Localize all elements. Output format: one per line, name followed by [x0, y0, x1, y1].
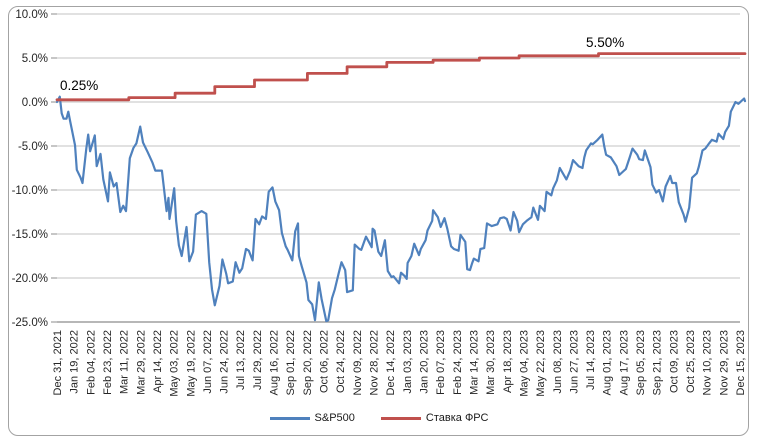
rate-annotation: 0.25%: [60, 78, 98, 93]
x-axis-tick-label: Sep 05, 2023: [635, 330, 647, 395]
y-axis-tick-label: -10.0%: [12, 185, 48, 197]
x-axis-tick-label: May 04, 2023: [518, 330, 530, 397]
y-axis-tick-label: -20.0%: [12, 273, 48, 285]
x-axis-tick-label: Mar 30, 2023: [485, 330, 497, 395]
x-axis-tick-label: Jul 13, 2022: [235, 330, 247, 390]
chart-border: [8, 6, 749, 436]
x-axis-tick-label: Jun 24, 2022: [219, 330, 231, 394]
y-axis-tick-label: 0.0%: [22, 97, 48, 109]
x-axis-tick-label: May 19, 2022: [185, 330, 197, 397]
legend-label: S&P500: [314, 412, 355, 424]
legend-item-sp500: S&P500: [269, 411, 355, 425]
x-axis-tick-label: Oct 09, 2023: [668, 330, 680, 393]
chart-legend: S&P500 Ставка ФРС: [0, 411, 758, 425]
x-axis-tick-label: Jun 08, 2023: [552, 330, 564, 394]
x-axis-tick-label: Feb 23, 2022: [102, 330, 114, 395]
legend-label: Ставка ФРС: [425, 412, 489, 424]
x-axis-tick-label: Aug 16, 2022: [269, 330, 281, 395]
x-axis-tick-label: Dec 14, 2022: [385, 330, 397, 395]
x-axis-tick-label: Dec 15, 2023: [735, 330, 747, 395]
x-axis-tick-label: Feb 24, 2023: [452, 330, 464, 395]
rate-annotation: 5.50%: [586, 35, 624, 50]
x-axis-tick-label: Sep 20, 2022: [302, 330, 314, 395]
x-axis-tick-label: Oct 06, 2022: [319, 330, 331, 393]
x-axis-tick-label: Jun 07, 2022: [202, 330, 214, 394]
x-axis-tick-label: Sep 01, 2022: [285, 330, 297, 395]
x-axis-tick-label: Apr 14, 2022: [152, 330, 164, 393]
x-axis-tick-label: Aug 17, 2023: [618, 330, 630, 395]
x-axis-tick-label: Mar 29, 2022: [135, 330, 147, 395]
x-axis-tick-label: Mar 11, 2022: [119, 330, 131, 394]
x-axis-tick-label: Apr 18, 2023: [502, 330, 514, 393]
x-axis-tick-label: Jul 29, 2022: [252, 330, 264, 390]
y-axis-tick-label: 5.0%: [22, 53, 48, 65]
x-axis-tick-label: Jun 27, 2023: [568, 330, 580, 394]
x-axis-tick-label: May 22, 2023: [535, 330, 547, 397]
y-axis-tick-label: 10.0%: [15, 9, 48, 21]
x-axis-tick-label: Nov 10, 2023: [702, 330, 714, 395]
x-axis-tick-label: Mar 14, 2023: [468, 330, 480, 395]
x-axis-tick-label: Oct 24, 2022: [335, 330, 347, 393]
x-axis-tick-label: Jan 03, 2023: [402, 330, 414, 394]
fed-rate-step-series: [55, 52, 747, 102]
x-axis-tick-label: Oct 25, 2023: [685, 330, 697, 393]
x-axis-tick-label: Nov 28, 2022: [369, 330, 381, 395]
y-axis-tick-label: -25.0%: [12, 317, 48, 329]
sp500-line-series: [55, 95, 747, 323]
x-axis-tick-label: Feb 07, 2023: [435, 330, 447, 395]
x-axis-tick-label: Jul 14, 2023: [585, 330, 597, 390]
x-axis-tick-label: Sep 21, 2023: [652, 330, 664, 395]
x-axis-tick-label: Jan 19, 2022: [69, 330, 81, 394]
y-axis-tick-label: -5.0%: [18, 141, 48, 153]
legend-line-swatch: [380, 416, 421, 420]
legend-item-fed-rate: Ставка ФРС: [380, 411, 489, 425]
x-axis-tick-label: Jan 20, 2023: [418, 330, 430, 394]
y-axis-tick-label: -15.0%: [12, 229, 48, 241]
x-axis-tick-label: Nov 29, 2023: [718, 330, 730, 395]
x-axis-tick-label: May 03, 2022: [169, 330, 181, 397]
x-axis-tick-label: Nov 09, 2022: [352, 330, 364, 395]
x-axis-tick-label: Feb 04, 2022: [85, 330, 97, 395]
x-axis-tick-label: Aug 01, 2023: [602, 330, 614, 395]
legend-line-swatch: [269, 416, 310, 420]
x-axis-tick-label: Dec 31, 2021: [52, 330, 64, 395]
